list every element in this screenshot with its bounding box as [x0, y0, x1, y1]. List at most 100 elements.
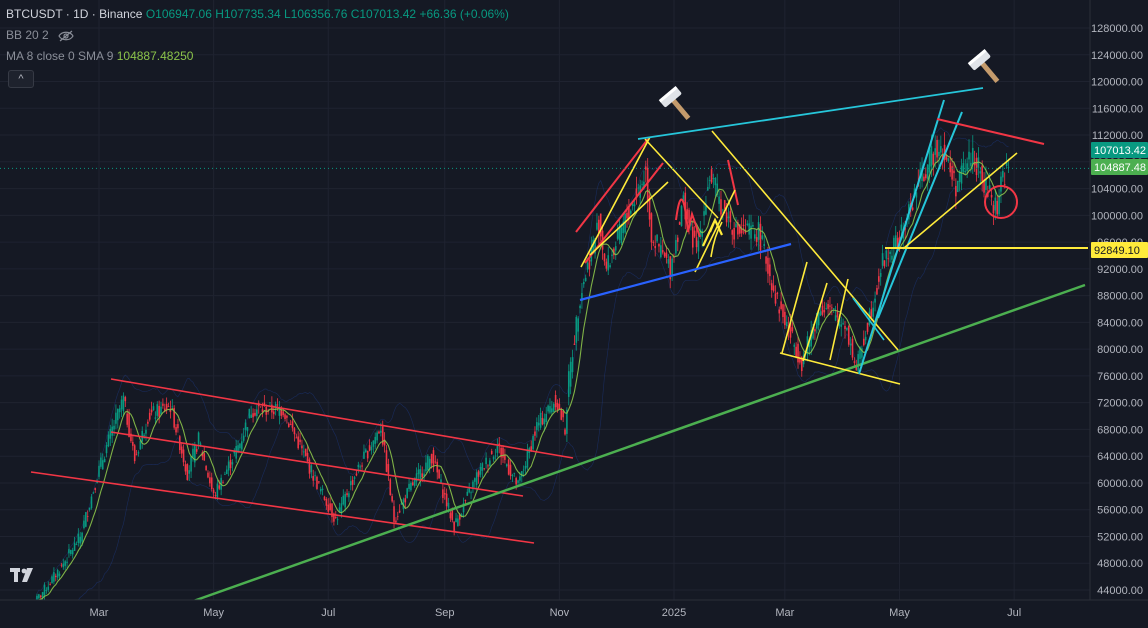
- candle-body: [122, 395, 125, 411]
- candle-body: [981, 165, 983, 182]
- ma-indicator-label[interactable]: MA 8 close 0 SMA 9: [6, 49, 114, 63]
- candle-body: [887, 258, 890, 260]
- candle-body: [453, 521, 455, 532]
- candle-body: [351, 479, 354, 485]
- candle-body: [148, 412, 151, 420]
- hammer-icon: [967, 49, 1000, 83]
- candle-body: [928, 148, 931, 173]
- candle-body: [703, 211, 705, 216]
- candle-body: [406, 488, 408, 498]
- yellow-rise-4: [903, 152, 1018, 249]
- x-tick-label: Sep: [435, 607, 455, 619]
- candle-body: [363, 451, 365, 459]
- candle-body: [626, 212, 628, 219]
- candle-body: [552, 403, 555, 412]
- candle-body: [348, 493, 350, 498]
- candle-body: [156, 404, 159, 416]
- candle-body: [259, 406, 262, 408]
- candle-body: [911, 207, 914, 211]
- candle-body: [594, 238, 596, 254]
- candle-body: [631, 202, 634, 206]
- symbol-title[interactable]: BTCUSDT · 1D · Binance: [6, 7, 143, 21]
- candle-body: [746, 223, 749, 226]
- y-tick-label: 100000.00: [1091, 210, 1143, 222]
- candle-body: [951, 166, 953, 180]
- candle-body: [505, 464, 508, 467]
- legend-close: C107013.42: [350, 7, 417, 21]
- candle-body: [100, 457, 102, 467]
- candle-body: [643, 181, 645, 189]
- candle-body: [145, 429, 147, 434]
- trendlines[interactable]: [30, 87, 1088, 606]
- candle-body: [676, 237, 679, 242]
- candle-body: [400, 502, 403, 505]
- candle-body: [359, 466, 361, 468]
- eye-crossed-icon[interactable]: [58, 30, 74, 42]
- candle-body: [434, 461, 437, 463]
- candle-body: [797, 343, 799, 363]
- candle-body: [128, 413, 130, 438]
- candle-body: [314, 475, 316, 477]
- candle-body: [956, 180, 959, 192]
- red-wave: [675, 198, 701, 238]
- candle-body: [731, 230, 734, 235]
- candle-body: [51, 576, 53, 584]
- red-channel-mid: [110, 431, 524, 497]
- candle-body: [210, 477, 213, 489]
- candle-body: [109, 428, 112, 439]
- candle-body: [291, 421, 294, 429]
- candle-body: [160, 406, 162, 415]
- legend-ma-row[interactable]: MA 8 close 0 SMA 9 104887.48250: [6, 46, 509, 67]
- x-tick-label: Jul: [321, 607, 335, 619]
- time-axis-bg: [0, 600, 1148, 628]
- yellow-arrow: [702, 217, 723, 247]
- candle-body: [73, 542, 76, 551]
- candle-body: [849, 343, 852, 346]
- candle-body: [650, 213, 653, 243]
- candle-body: [432, 450, 435, 467]
- candle-body: [126, 413, 128, 425]
- candle-body: [682, 195, 685, 202]
- candle-body: [988, 185, 991, 189]
- candle-body: [98, 465, 100, 477]
- candles: [32, 132, 1010, 606]
- legend-bb-row[interactable]: BB 20 2: [6, 25, 509, 46]
- candle-body: [541, 417, 544, 425]
- chevron-up-icon: ^: [18, 73, 24, 85]
- candle-body: [720, 199, 722, 215]
- candle-body: [767, 257, 769, 274]
- collapse-legend-button[interactable]: ^: [8, 70, 34, 88]
- tradingview-logo-icon[interactable]: [10, 566, 36, 584]
- candle-body: [412, 482, 414, 486]
- bb-indicator-label[interactable]: BB 20 2: [6, 28, 49, 42]
- candle-body: [241, 441, 243, 450]
- candle-body: [203, 453, 206, 461]
- candle-body: [190, 456, 192, 472]
- candle-body: [39, 595, 42, 598]
- candle-body: [599, 213, 602, 237]
- candle-body: [376, 432, 378, 441]
- candle-body: [111, 426, 113, 436]
- candle-body: [427, 455, 429, 470]
- candle-body: [479, 466, 482, 475]
- candle-body: [934, 148, 936, 155]
- candle-body: [404, 498, 407, 503]
- candle-body: [143, 434, 145, 436]
- candle-body: [716, 183, 719, 196]
- candle-body: [449, 512, 452, 519]
- x-tick-label: Jul: [1007, 607, 1021, 619]
- candle-body: [413, 477, 416, 486]
- candle-body: [393, 506, 395, 522]
- candle-body: [254, 412, 256, 416]
- candle-body: [686, 209, 688, 220]
- candle-body: [955, 185, 957, 197]
- y-tick-label: 80000.00: [1097, 344, 1143, 356]
- candle-body: [968, 151, 970, 160]
- candle-body: [718, 196, 720, 204]
- candle-body: [163, 408, 166, 412]
- time-axis[interactable]: Mar May Jul Sep Nov 2025 Mar May Jul: [90, 607, 1022, 619]
- candle-body: [342, 495, 345, 505]
- candle-body: [519, 476, 521, 481]
- candle-body: [250, 414, 253, 418]
